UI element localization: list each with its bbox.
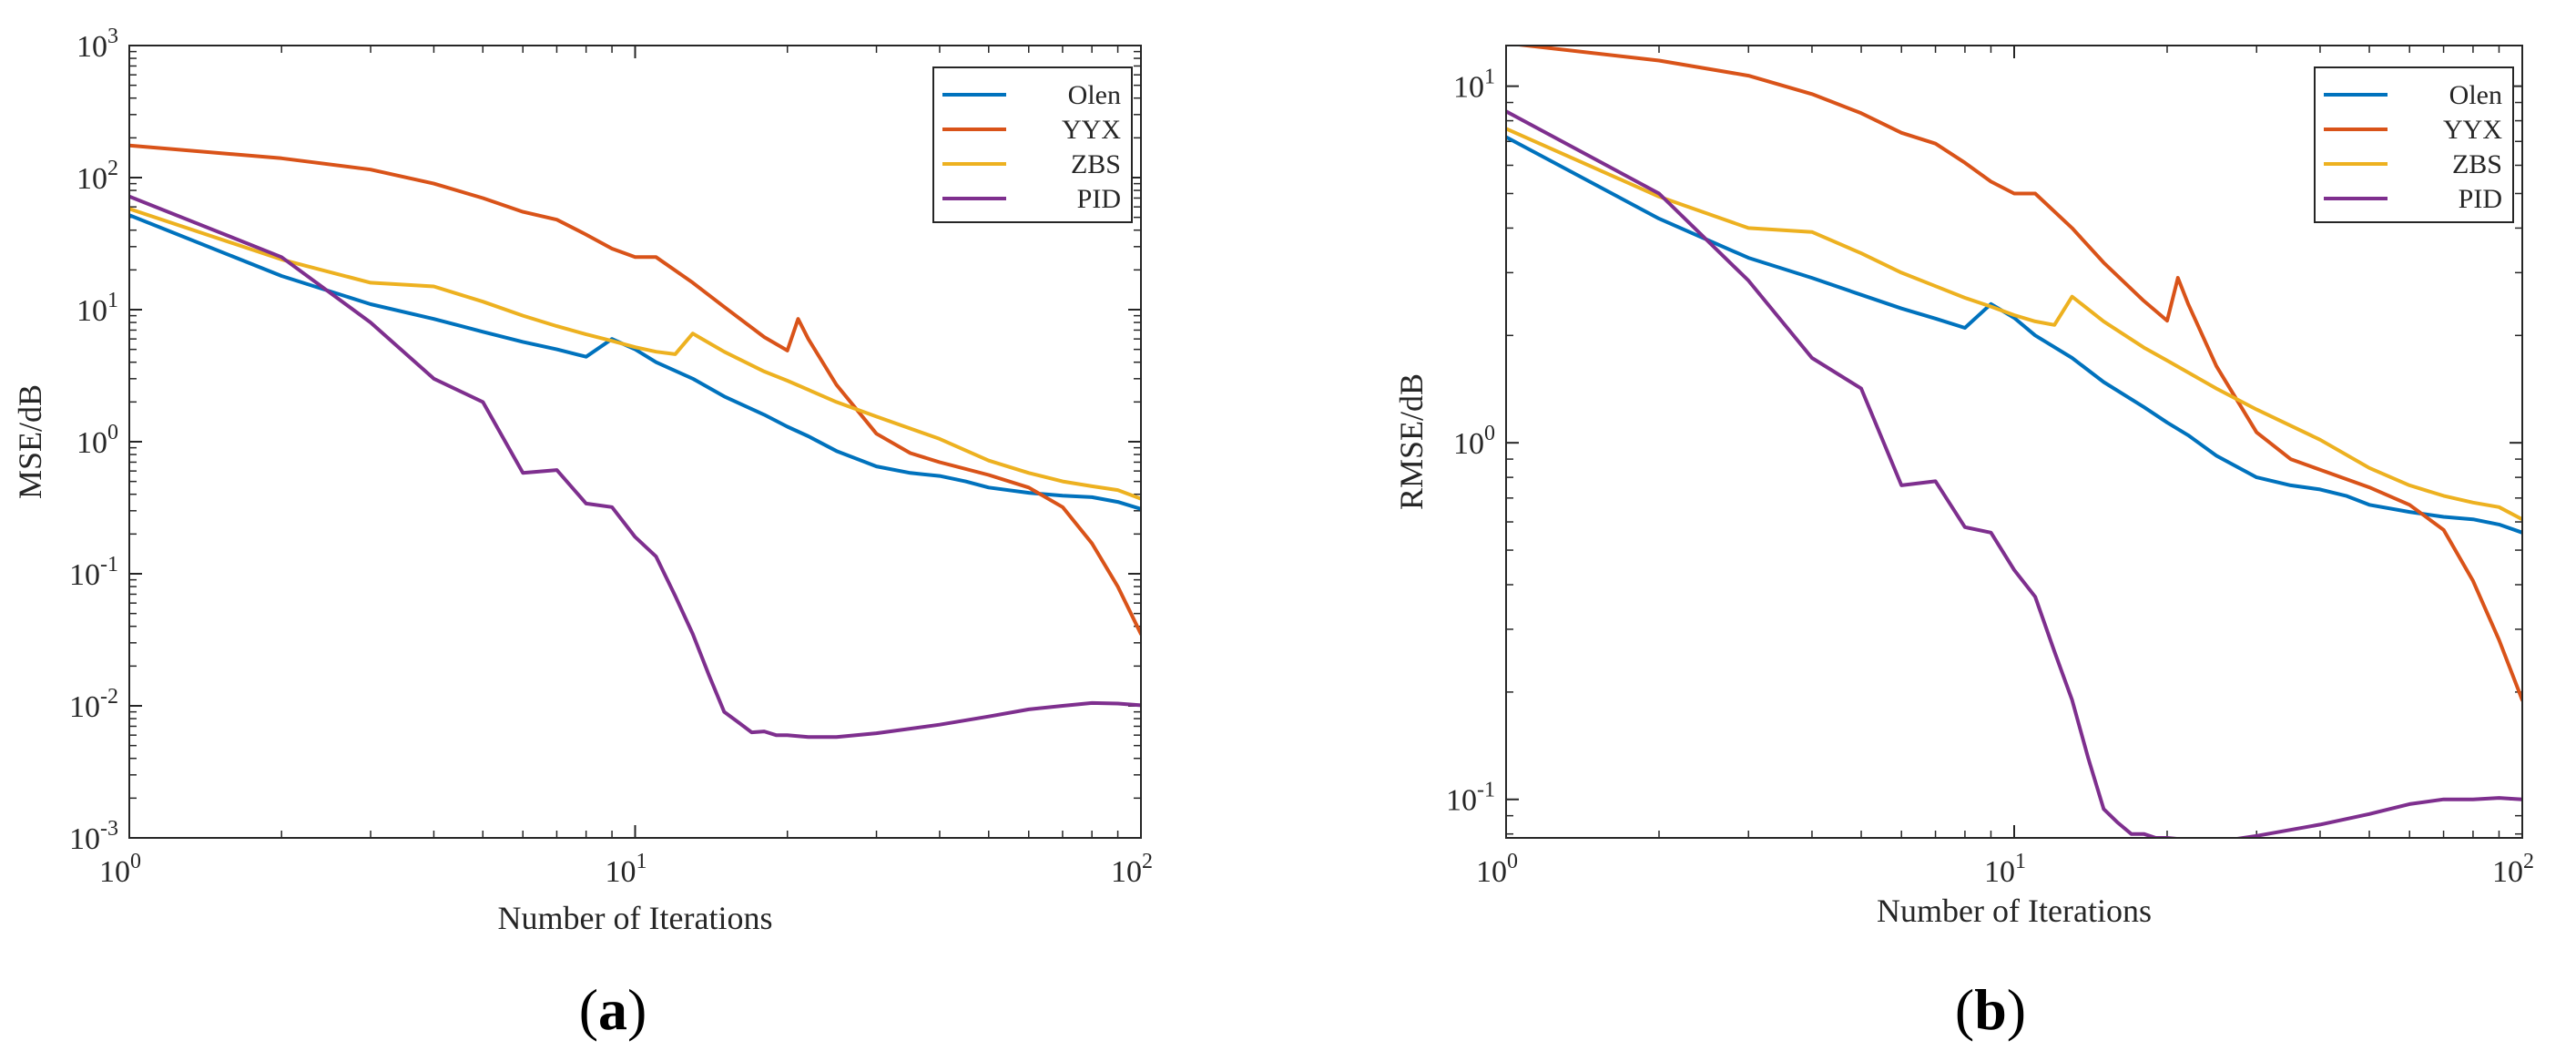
axes-box	[128, 45, 1142, 839]
x-tick-label: 101	[1984, 850, 2026, 889]
legend-label-zbs: ZBS	[1071, 149, 1121, 179]
chart-panel-a: 100 101 102 10-3 10-2 10-1 100 101 102 103 Number …	[12, 25, 1153, 1042]
x-tick-label: 100	[99, 850, 141, 889]
y-tick-label: 101	[1453, 66, 1495, 105]
series-line-olen	[129, 213, 1141, 511]
x-axis-title: Number of Iterations	[1877, 893, 2152, 929]
legend: Olen YYX ZBS PID	[2314, 66, 2514, 223]
x-tick-label: 100	[1476, 850, 1518, 889]
y-tick-label: 10-1	[69, 553, 118, 592]
series-line-pid	[1506, 109, 2522, 838]
panel-label: (b)	[1955, 977, 2026, 1042]
legend-label-yyx: YYX	[1062, 115, 1121, 145]
y-tick-label: 100	[76, 421, 118, 460]
chart-panel-b: 100 101 102 10-1 100 101 Number of Iterations R…	[1393, 45, 2534, 1042]
series-line-yyx	[1511, 46, 2522, 702]
legend-label-olen: Olen	[1068, 80, 1121, 110]
legend-label-yyx: YYX	[2443, 115, 2502, 145]
x-tick-label: 101	[606, 850, 647, 889]
series-line-yyx	[129, 143, 1141, 637]
legend-label-pid: PID	[1077, 184, 1121, 214]
x-tick-label: 102	[2492, 850, 2534, 889]
y-tick-label: 10-3	[69, 817, 118, 856]
series-line-olen	[1506, 135, 2522, 535]
legend-label-zbs: ZBS	[2452, 149, 2502, 179]
axes-box	[1505, 45, 2523, 839]
panel-label: (a)	[579, 977, 647, 1042]
series-line-zbs	[129, 207, 1141, 501]
y-tick-label: 10-2	[69, 685, 118, 724]
y-axis-title: MSE/dB	[12, 384, 48, 499]
series-line-zbs	[1506, 127, 2522, 522]
legend-label-pid: PID	[2459, 184, 2502, 214]
x-tick-label: 102	[1111, 850, 1153, 889]
y-tick-label: 100	[1453, 422, 1495, 461]
y-tick-label: 101	[76, 289, 118, 328]
series-group	[1506, 46, 2522, 838]
legend-label-olen: Olen	[2449, 80, 2502, 110]
x-axis-title: Number of Iterations	[498, 900, 773, 936]
y-tick-label: 10-1	[1446, 779, 1495, 818]
series-line-pid	[129, 194, 1141, 740]
y-tick-label: 102	[76, 157, 118, 196]
y-tick-label: 103	[76, 25, 118, 64]
legend: Olen YYX ZBS PID	[932, 66, 1133, 223]
series-group	[129, 143, 1141, 740]
y-axis-title: RMSE/dB	[1393, 373, 1430, 510]
